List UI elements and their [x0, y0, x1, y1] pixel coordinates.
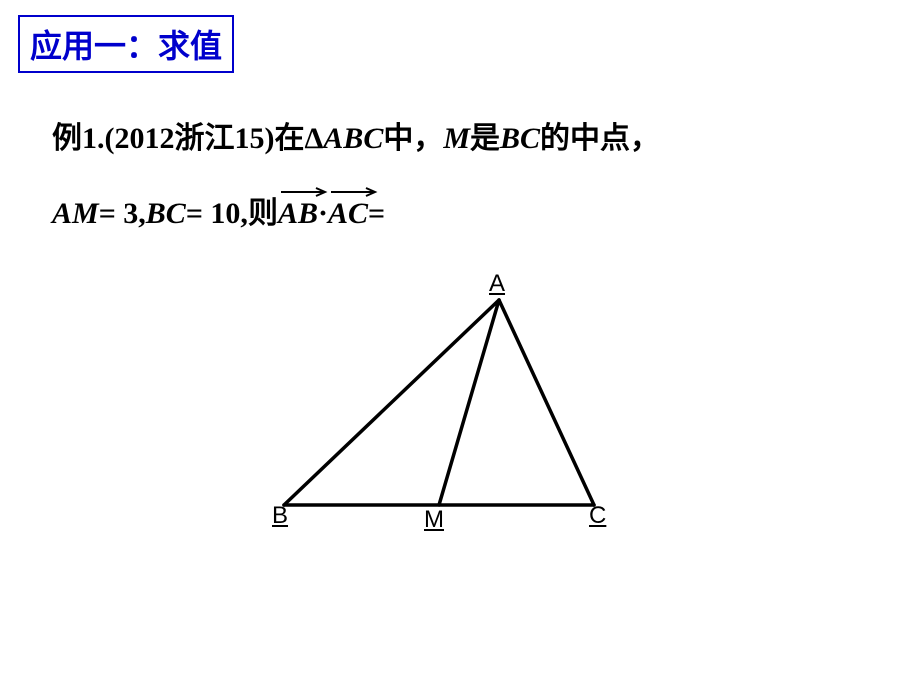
problem-line-1: 例1.(2012浙江15)在ΔABC中，M是BC的中点， — [52, 113, 660, 157]
l1-bcvar: BC — [500, 122, 540, 155]
triangle-svg — [254, 270, 634, 540]
l1-mid2: 是 — [470, 122, 500, 155]
l2-dot: · — [318, 197, 328, 231]
label-m: M — [424, 506, 444, 534]
l1-mvar: M — [443, 122, 470, 155]
l2-vec1: AB — [278, 197, 318, 230]
l1-prefix: 例1.(2012浙江15)在 — [52, 122, 304, 155]
l1-delta: Δ — [304, 122, 323, 155]
l2-bc: BC — [146, 197, 186, 231]
label-a: A — [489, 270, 505, 298]
section-title-box: 应用一：求值 — [18, 15, 234, 73]
section-title-text: 应用一：求值 — [30, 28, 222, 64]
l2-then: 则 — [248, 188, 278, 232]
vector-arrow-icon — [278, 187, 328, 197]
l1-suffix: 的中点， — [540, 122, 660, 155]
l1-triangle: ABC — [323, 122, 383, 155]
vector-ab-wrap: AB — [278, 197, 318, 231]
l2-eq2: = 10, — [186, 197, 248, 231]
l2-am: AM — [52, 197, 99, 231]
vector-arrow-icon — [328, 187, 378, 197]
l1-mid1: 中， — [383, 122, 443, 155]
triangle-diagram: A B M C — [254, 270, 634, 540]
label-c: C — [589, 502, 606, 530]
vector-ac-wrap: AC — [328, 197, 368, 231]
problem-line-2: AM = 3, BC = 10, 则 AB · AC = — [52, 188, 385, 232]
label-b: B — [272, 502, 288, 530]
l2-eq1: = 3, — [99, 197, 146, 231]
l2-eq3: = — [368, 197, 385, 231]
l2-vec2: AC — [328, 197, 368, 230]
